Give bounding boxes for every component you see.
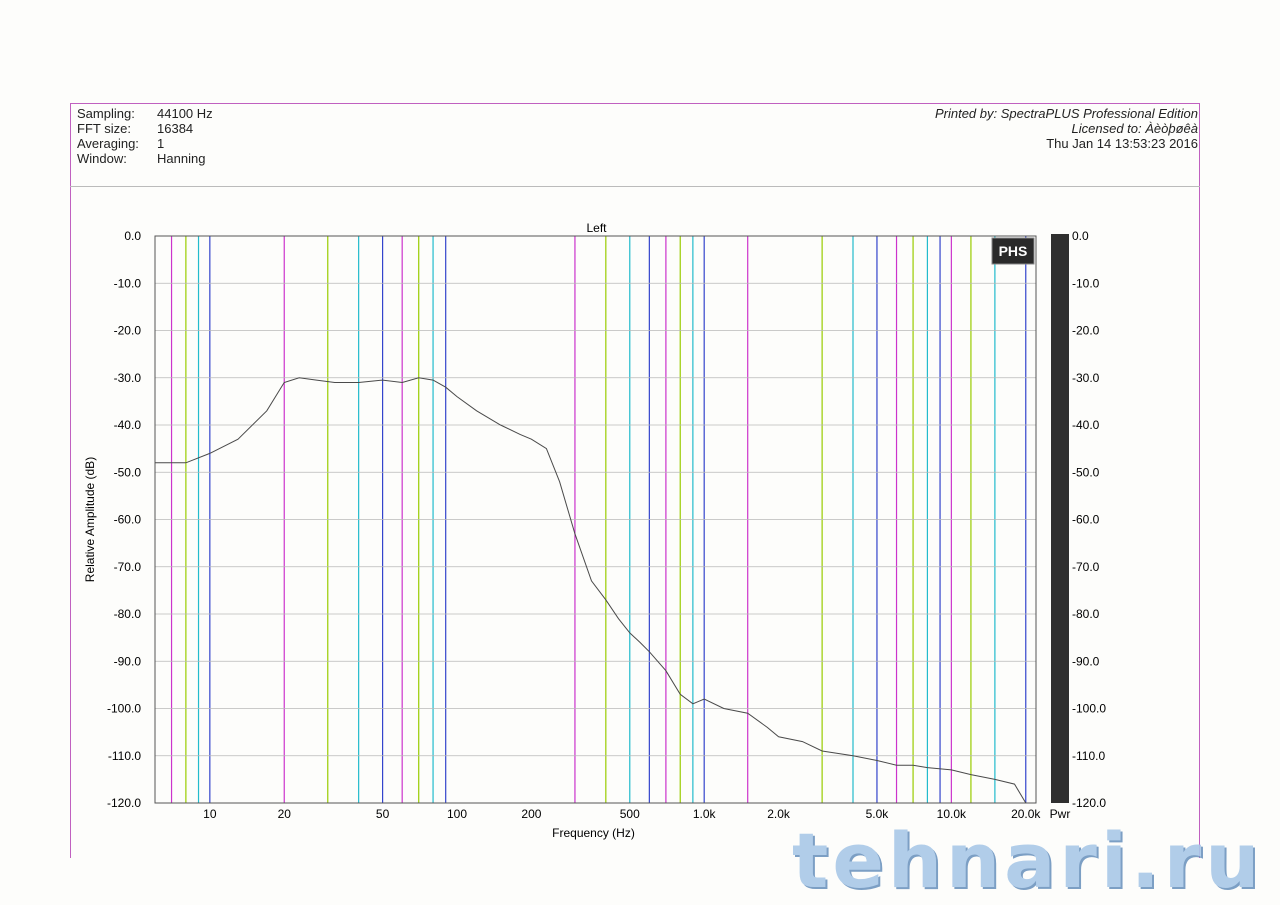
gridlines	[155, 235, 1036, 804]
header-separator	[70, 186, 1200, 187]
y-tick-label: -70.0	[114, 560, 142, 574]
x-tick-label: 2.0k	[767, 807, 791, 821]
y-tick-label: -40.0	[114, 418, 142, 432]
x-tick-label: 20	[278, 807, 292, 821]
info-row-window: Window: Hanning	[77, 151, 213, 166]
phs-logo: PHS	[991, 237, 1035, 265]
y2-tick-label: -100.0	[1072, 702, 1106, 716]
plot-frame	[154, 235, 1037, 804]
phs-logo-box	[991, 237, 1035, 265]
y2-tick-label: -60.0	[1072, 513, 1100, 527]
x-tick-label: 200	[521, 807, 541, 821]
spectrum-trace	[155, 377, 1027, 804]
y-tick-label: -120.0	[107, 796, 141, 810]
x-tick-label: 1.0k	[693, 807, 717, 821]
y-tick-label: -100.0	[107, 702, 141, 716]
x-tick-label: 20.0k	[1011, 807, 1041, 821]
y-axis-label: Relative Amplitude (dB)	[83, 457, 97, 582]
info-row-sampling: Sampling: 44100 Hz	[77, 106, 213, 121]
phs-logo-text: PHS	[999, 243, 1028, 259]
info-row-averaging: Averaging: 1	[77, 136, 213, 151]
x-tick-label: 100	[447, 807, 467, 821]
printed-by: Printed by: SpectraPLUS Professional Edi…	[934, 106, 1198, 121]
licensed-to: Licensed to: Àèòþøêà	[1071, 121, 1198, 136]
y2-tick-label: -120.0	[1072, 796, 1106, 810]
x-tick-labels: 10 20 50 100 200 500 1.0k 2.0k 5.0k 10.0k 20.0k	[203, 807, 1041, 821]
x-axis-label: Frequency (Hz)	[552, 826, 635, 840]
y-tick-labels: 0.0 -10.0 -20.0 -30.0 -40.0 -50.0 -60.0 -70.0 -8…	[107, 229, 141, 810]
power-meter-bar	[1051, 234, 1069, 803]
y-tick-label: -20.0	[114, 324, 142, 338]
chart-title: Left	[586, 221, 607, 235]
power-meter-label: Pwr	[1050, 807, 1071, 821]
y2-tick-label: -70.0	[1072, 560, 1100, 574]
info-value: 1	[157, 136, 165, 151]
y2-tick-label: -40.0	[1072, 418, 1100, 432]
info-row-fft-size: FFT size: 16384	[77, 121, 213, 136]
info-label: Sampling:	[77, 106, 135, 121]
analysis-info: Sampling: 44100 Hz FFT size: 16384 Averagi…	[77, 106, 213, 166]
y2-tick-label: -90.0	[1072, 654, 1100, 668]
y-tick-label: -60.0	[114, 513, 142, 527]
y-tick-label: -90.0	[114, 654, 142, 668]
info-label: Averaging:	[77, 136, 139, 151]
y-tick-label: -30.0	[114, 371, 142, 385]
x-tick-label: 10.0k	[937, 807, 967, 821]
x-tick-label: 500	[620, 807, 640, 821]
y2-tick-label: -50.0	[1072, 465, 1100, 479]
y-tick-label: -10.0	[114, 276, 142, 290]
y2-tick-label: -110.0	[1072, 749, 1105, 763]
y-tick-label: -50.0	[114, 465, 142, 479]
y-tick-label: -110.0	[108, 749, 141, 763]
y2-tick-label: -30.0	[1072, 371, 1100, 385]
print-info: Printed by: SpectraPLUS Professional Edi…	[935, 106, 1198, 151]
watermark-text: tehnari.ru	[792, 816, 1264, 905]
y-tick-label: -80.0	[114, 607, 142, 621]
y-tick-label: 0.0	[124, 229, 141, 243]
info-label: Window:	[77, 151, 127, 166]
page-frame	[70, 103, 1200, 858]
y2-tick-label: -20.0	[1072, 324, 1100, 338]
info-value: 16384	[157, 121, 194, 136]
info-label: FFT size:	[77, 121, 131, 136]
info-value: Hanning	[157, 151, 206, 166]
y2-tick-label: -10.0	[1072, 276, 1100, 290]
x-tick-label: 50	[376, 807, 390, 821]
y2-tick-label: 0.0	[1072, 229, 1089, 243]
info-value: 44100 Hz	[157, 106, 213, 121]
print-date: Thu Jan 14 13:53:23 2016	[1046, 136, 1198, 151]
y2-tick-labels: 0.0 -10.0 -20.0 -30.0 -40.0 -50.0 -60.0 -70.0 -8…	[1072, 229, 1106, 810]
x-tick-label: 5.0k	[866, 807, 890, 821]
y2-tick-label: -80.0	[1072, 607, 1100, 621]
x-tick-label: 10	[203, 807, 217, 821]
